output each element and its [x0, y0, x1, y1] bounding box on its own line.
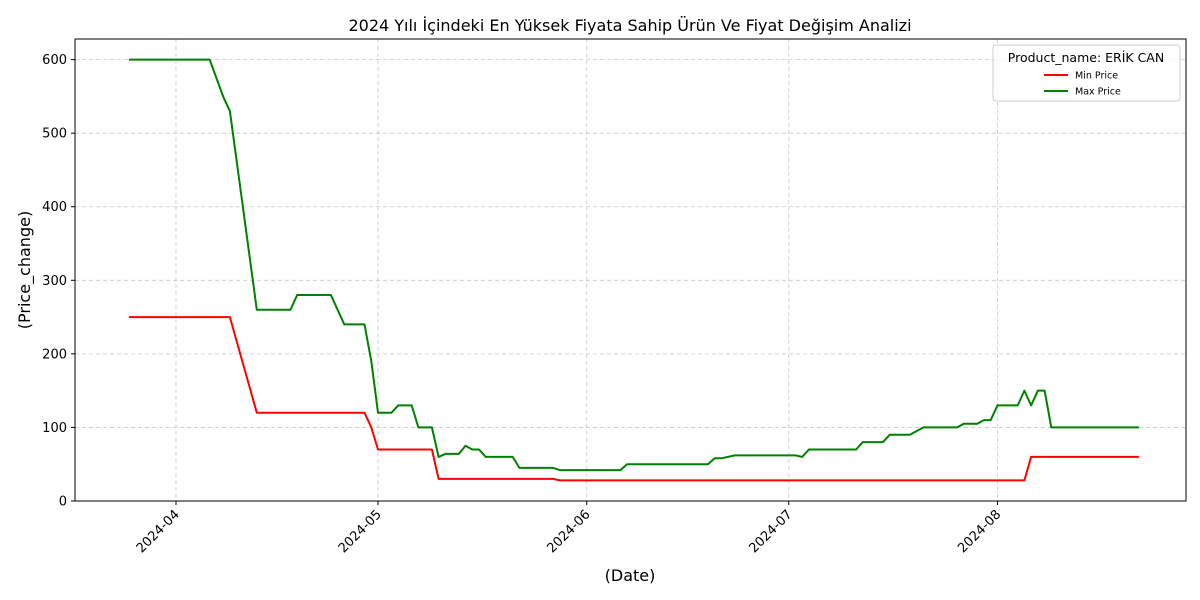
- series-line-min-price: [128, 316, 1139, 482]
- y-axis-label: (Price_change): [15, 211, 35, 329]
- series-line-max-price: [128, 58, 1139, 472]
- y-tick-label: 300: [42, 274, 67, 289]
- series-layer: [128, 58, 1139, 482]
- x-axis-label: (Date): [605, 566, 656, 585]
- y-tick-label: 400: [42, 200, 67, 215]
- y-tick-label: 0: [59, 495, 67, 510]
- y-tick-label: 500: [42, 127, 67, 142]
- y-tick-label: 200: [42, 347, 67, 362]
- legend-label-max-price: Max Price: [1075, 87, 1121, 98]
- legend-title: Product_name: ERİK CAN: [1008, 50, 1164, 65]
- legend-label-min-price: Min Price: [1075, 71, 1118, 82]
- chart-title: 2024 Yılı İçindeki En Yüksek Fiyata Sahi…: [348, 16, 911, 35]
- y-axis: 0 100 200 300 400 500 600: [42, 53, 75, 510]
- legend-box: [992, 44, 1181, 102]
- y-tick-label: 600: [42, 53, 67, 68]
- y-tick-label: 100: [42, 421, 67, 436]
- legend: Product_name: ERİK CAN Min Price Max Pri…: [992, 44, 1181, 102]
- plot-frame: [74, 38, 1187, 502]
